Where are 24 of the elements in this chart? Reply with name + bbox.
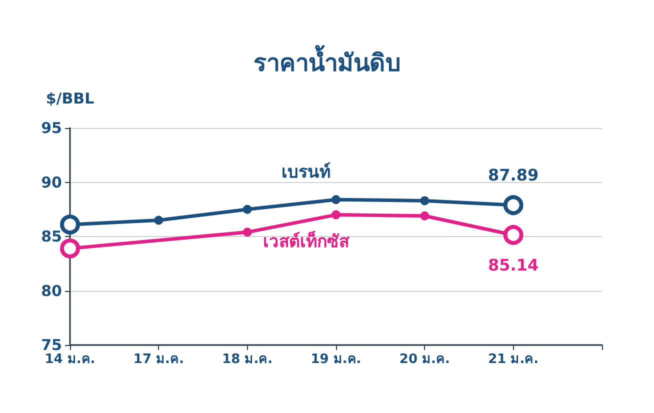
point xyxy=(242,228,252,237)
y-tick-label: 80 xyxy=(41,282,62,300)
data-label: 85.14 xyxy=(488,255,539,274)
point xyxy=(154,216,164,225)
point xyxy=(332,210,340,220)
point xyxy=(420,196,430,206)
data-label: 87.89 xyxy=(488,166,539,185)
x-tick-label: 14 ม.ค. xyxy=(44,352,96,367)
y-tick-label: 95 xyxy=(41,119,62,137)
y-axis-title: $/BBL xyxy=(46,90,95,108)
point xyxy=(332,195,340,204)
x-tick-label: 18 ม.ค. xyxy=(222,352,273,367)
x-tick-label: 20 ม.ค. xyxy=(399,352,450,367)
x-tick-label: 19 ม.ค. xyxy=(310,352,362,367)
y-tick-label: 90 xyxy=(41,173,62,192)
y-tick-label: 85 xyxy=(41,228,62,246)
y-tick-label: 75 xyxy=(41,336,62,354)
chart-title: ราคาน้ำมันดิบ xyxy=(254,44,400,77)
x-tick-label: 21 ม.ค. xyxy=(488,352,539,367)
series-label: เวสต์เท็กซัส xyxy=(263,228,350,252)
point xyxy=(242,204,252,214)
x-tick-label: 17 ม.ค. xyxy=(133,352,184,367)
point xyxy=(420,211,430,220)
series-label: เบรนท์ xyxy=(282,162,330,183)
